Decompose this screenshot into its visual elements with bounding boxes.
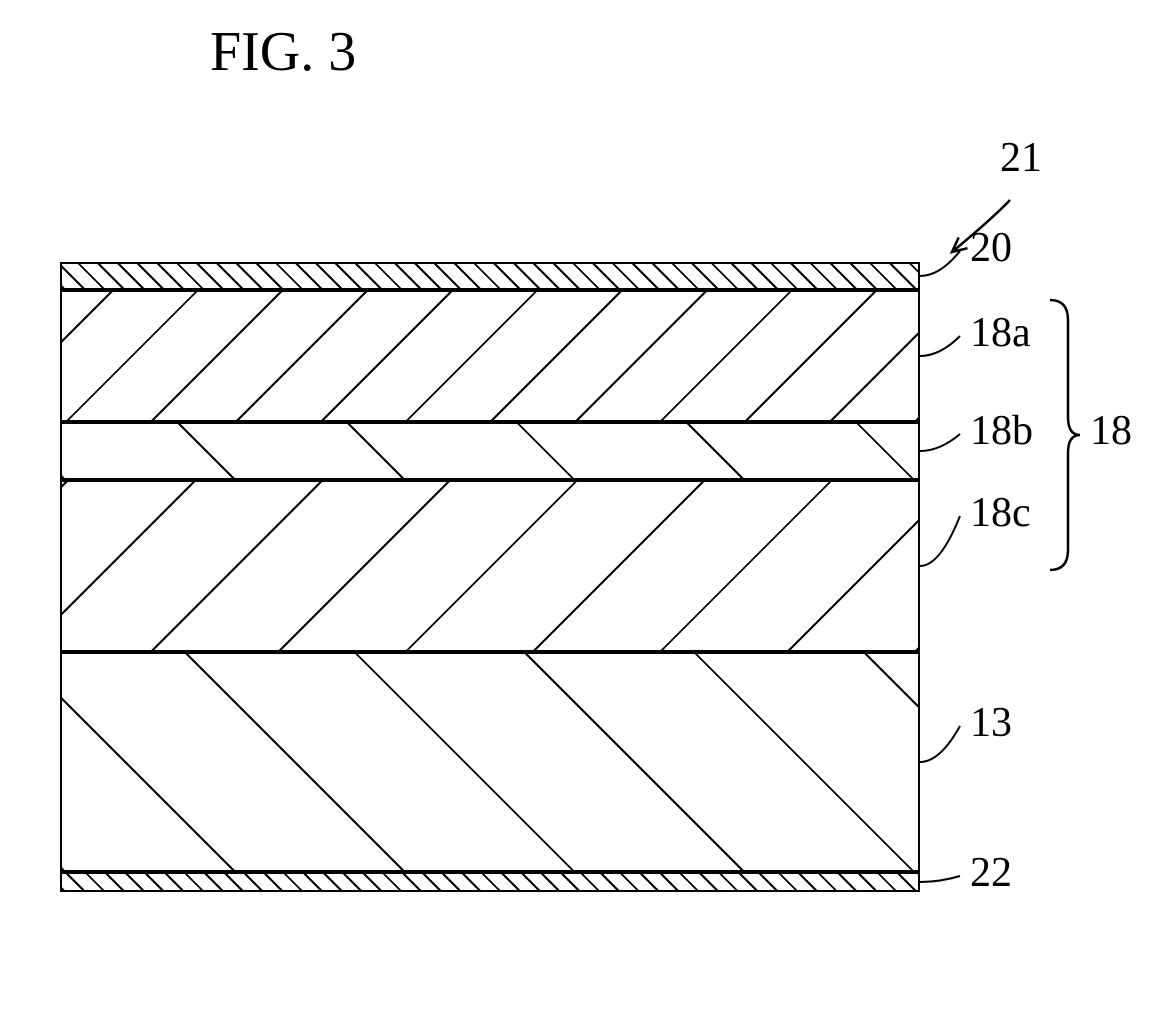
arrow-21 bbox=[0, 0, 1171, 1022]
